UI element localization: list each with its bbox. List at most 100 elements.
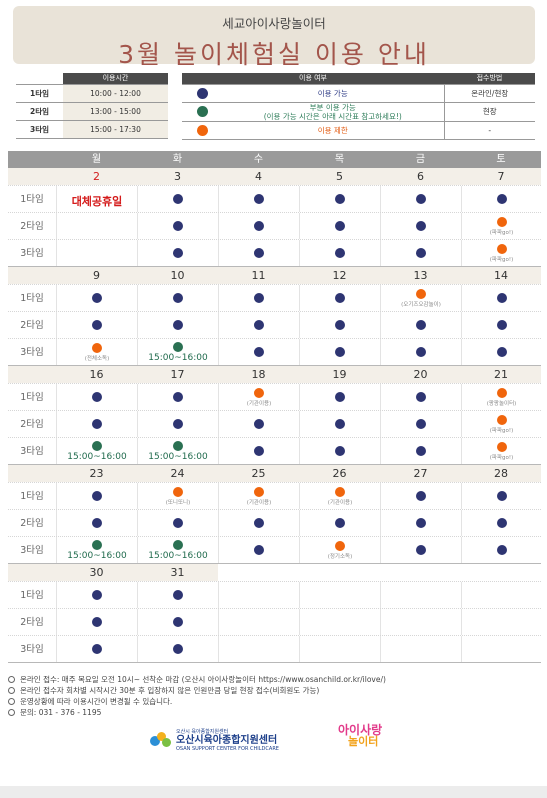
session-cell [461,510,541,536]
session-cell: 15:00~16:00 [137,537,218,563]
session-cell [299,636,380,662]
blue-dot-icon [254,446,264,456]
session-cell [218,582,299,608]
session-cell [461,537,541,563]
green-dot-icon [173,342,183,352]
session-cell: (파파go!) [461,240,541,266]
osan-logo-english: OSAN SUPPORT CENTER FOR CHILDCARE [176,746,279,752]
session-row-label: 1타임 [20,194,44,205]
blue-dot-icon [416,194,426,204]
session-cell [218,312,299,338]
blue-dot-icon [335,347,345,357]
session-cell [299,384,380,410]
date-cell: 7 [497,170,505,183]
day-tue: 화 [172,154,183,165]
legend-partial: 부분 이용 가능 [309,102,356,112]
date-cell: 12 [332,269,347,282]
session-cell [461,312,541,338]
session-cell [56,285,137,311]
legend-available: 이용 가능 [222,84,444,103]
session-cell [380,339,461,365]
cell-time: 15:00~16:00 [148,452,208,462]
session-row: 1타임 (오기즈오감놀이) [8,284,541,311]
session-row: 2타임 (파파go!) [8,410,541,437]
ilove-playground-logo: 아이사랑 놀이터 [338,723,383,748]
session-label-1: 1타임 [16,84,63,103]
day-sat: 토 [496,154,506,165]
session-row-label: 3타임 [20,545,44,556]
session-cell [380,213,461,239]
session-cell [380,609,461,635]
session-cell [137,384,218,410]
blue-dot-icon [496,194,507,204]
date-cell: 10 [170,269,185,282]
session-cell [137,411,218,437]
blue-dot-icon [92,491,102,501]
session-row-label: 3타임 [20,446,44,457]
session-row: 3타임 [8,635,541,662]
schedule-header: 이용시간 [63,73,168,85]
cell-time: 15:00~16:00 [67,452,127,462]
blue-dot-icon [416,221,426,231]
blue-dot-icon [254,419,264,429]
session-label-2: 2타임 [16,102,63,121]
date-cell: 24 [170,467,185,480]
date-cell: 17 [170,368,185,381]
orange-dot-icon [196,124,208,136]
orange-dot-icon [335,487,345,497]
session-cell: 15:00~16:00 [137,339,218,365]
date-cell: 30 [89,566,104,579]
session-cell [137,636,218,662]
blue-dot-icon [173,518,183,528]
blue-dot-icon [254,518,264,528]
legend-method-2: 현장 [443,102,535,122]
blue-dot-icon [416,392,426,402]
orange-dot-icon [254,388,264,398]
calendar: 월 화 수 목 금 토 2 3 4 5 6 7 1타임 대체공휴일 2타임 (파파go!) 3타임(… [8,151,541,663]
orange-dot-icon [496,442,507,452]
session-row: 3타임 15:00~16:00 15:00~16:00 (정기소독) [8,536,541,563]
session-cell [218,213,299,239]
date-cell: 25 [251,467,266,480]
cell-note: (파파go!) [489,455,514,461]
osan-logo-text: 오산시육아종합지원센터 [176,735,278,746]
session-cell [299,213,380,239]
session-time-3: 15:00 - 17:30 [63,120,168,139]
session-cell: 15:00~16:00 [56,438,137,464]
session-cell: (정기소독) [299,537,380,563]
blue-dot-icon [173,590,183,600]
blue-dot-icon [496,347,507,357]
green-dot-icon [92,441,102,451]
blue-dot-icon [92,518,102,528]
calendar-week: 9 10 11 12 13 14 1타임 (오기즈오감놀이) 2타임 3타임 (전체소독) 15:00… [8,267,541,366]
day-fri: 금 [415,154,426,165]
legend-method-header: 접수방법 [444,73,535,85]
session-row-label: 2타임 [20,518,44,529]
date-cell: 6 [417,170,424,183]
empty-date-cell [299,564,380,581]
orange-dot-icon [496,217,507,227]
session-cell [218,510,299,536]
date-row: 23 24 25 26 27 28 [8,465,541,482]
session-cell [299,312,380,338]
session-cell [299,510,380,536]
session-cell [299,411,380,437]
circle-bullet-icon [8,698,15,705]
session-cell [56,582,137,608]
session-cell [380,312,461,338]
session-cell [299,186,380,212]
orange-dot-icon [416,289,426,299]
orange-dot-icon [496,415,507,425]
orange-dot-icon [92,343,102,353]
session-row-label: 1타임 [20,590,44,601]
blue-dot-icon [92,293,102,303]
session-cell [380,537,461,563]
session-cell [56,240,137,266]
orange-dot-icon [254,487,264,497]
blue-dot-icon [416,419,426,429]
empty-date-cell [218,564,299,581]
session-cell [56,636,137,662]
session-label-3: 3타임 [16,120,63,139]
cell-note: (기관이용) [246,500,272,506]
circle-bullet-icon [8,676,15,683]
